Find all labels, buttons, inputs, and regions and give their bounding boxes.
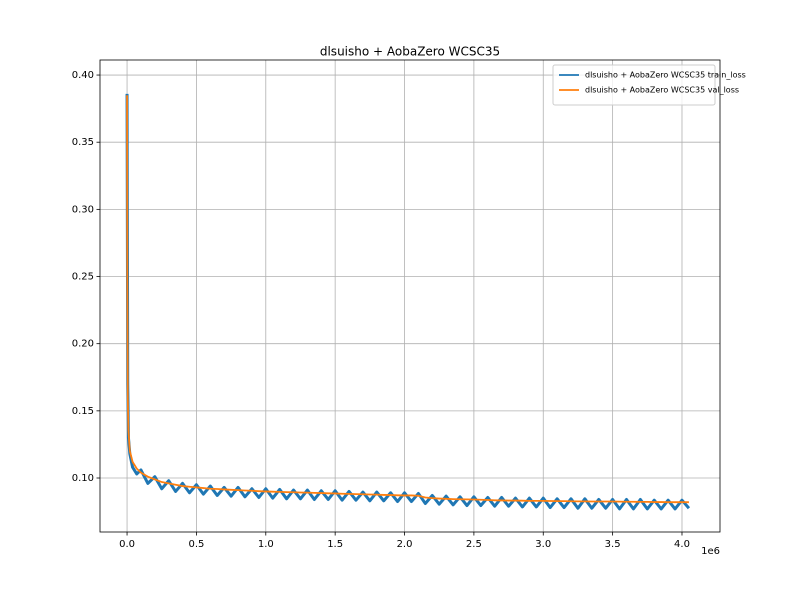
x-tick-label: 0.5: [188, 539, 204, 550]
x-tick-label: 2.0: [397, 539, 413, 550]
x-tick-label: 1.0: [258, 539, 274, 550]
y-tick-label: 0.15: [72, 406, 94, 417]
y-tick-label: 0.40: [72, 70, 94, 81]
x-tick-label: 4.0: [674, 539, 690, 550]
legend-label: dlsuisho + AobaZero WCSC35 val_loss: [585, 86, 739, 95]
line-series: [126, 95, 689, 504]
plot-frame: [99, 59, 721, 533]
line-series: [125, 93, 691, 511]
x-tick-label: 1.5: [327, 539, 343, 550]
y-tick-label: 0.35: [72, 137, 94, 148]
x-tick-label: 0.0: [119, 539, 135, 550]
x-tick-label: 3.0: [535, 539, 551, 550]
legend-box: [552, 64, 716, 106]
chart-title: dlsuisho + AobaZero WCSC35: [320, 45, 500, 59]
legend-label: dlsuisho + AobaZero WCSC35 train_loss: [585, 71, 746, 80]
x-tick-label: 3.5: [605, 539, 621, 550]
y-tick-label: 0.25: [72, 272, 94, 283]
y-tick-label: 0.10: [72, 473, 94, 484]
y-tick-label: 0.20: [72, 339, 94, 350]
x-tick-label: 2.5: [466, 539, 482, 550]
y-tick-label: 0.30: [72, 204, 94, 215]
x-offset-label: 1e6: [701, 546, 720, 557]
